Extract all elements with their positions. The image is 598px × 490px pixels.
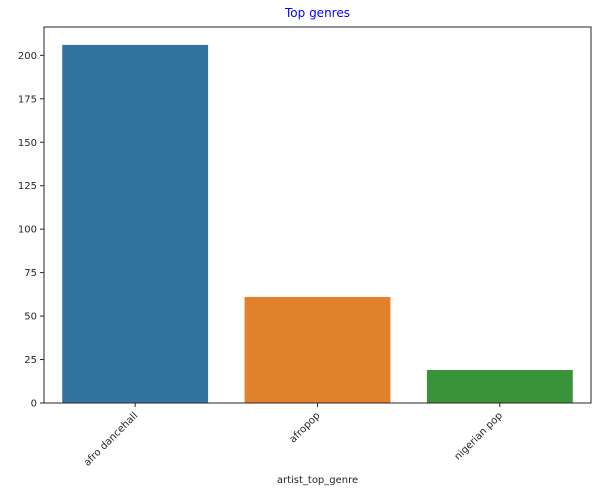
bar-nigerian-pop	[426, 369, 573, 403]
x-axis-label: artist_top_genre	[277, 475, 358, 486]
y-tick-label: 50	[24, 312, 37, 323]
y-tick-label: 200	[18, 51, 37, 62]
chart-title: Top genres	[284, 6, 350, 20]
y-tick-label: 75	[24, 268, 37, 279]
y-tick-label: 125	[18, 181, 37, 192]
axes-border	[43, 26, 592, 404]
bar-afropop	[244, 296, 391, 403]
y-tick-label: 100	[18, 225, 37, 236]
y-tick-label: 25	[24, 355, 37, 366]
axes-frame	[43, 26, 592, 404]
y-axis: 0 25 50 75 100 125 150 175 200	[18, 51, 44, 410]
y-tick-label: 150	[18, 138, 37, 149]
bar-afro-dancehall	[62, 44, 209, 404]
y-tick-label: 175	[18, 94, 37, 105]
y-tick-label: 0	[31, 399, 37, 410]
bars-group	[62, 44, 573, 404]
